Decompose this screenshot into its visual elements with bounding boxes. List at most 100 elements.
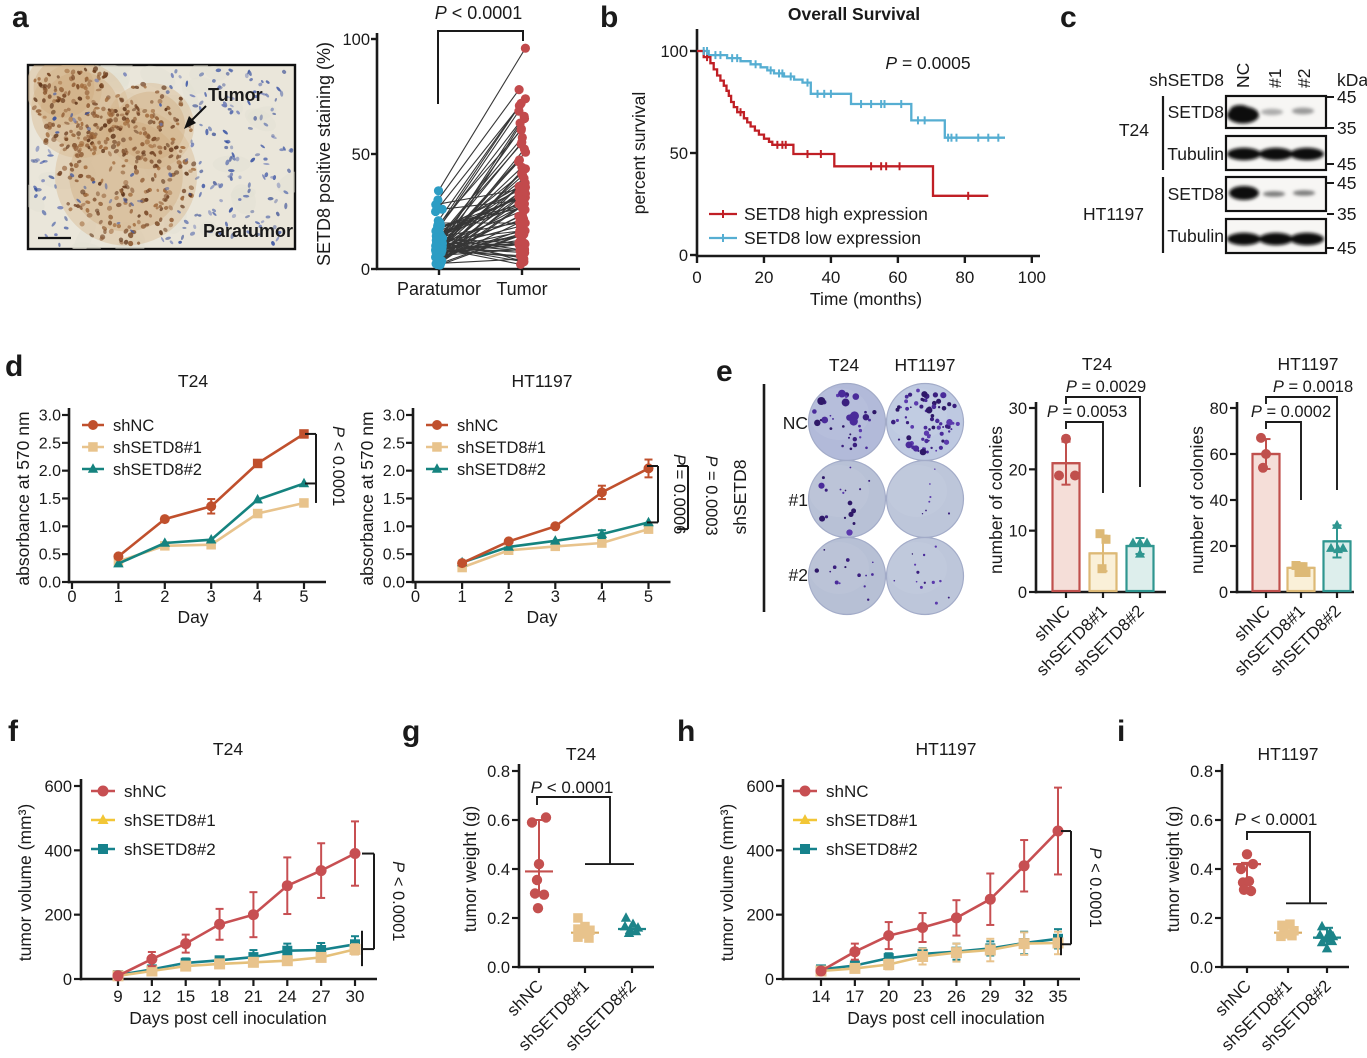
svg-text:32: 32 xyxy=(1015,987,1034,1006)
svg-text:shSETD8#1: shSETD8#1 xyxy=(457,439,546,457)
svg-text:20: 20 xyxy=(1009,461,1027,479)
svg-text:10: 10 xyxy=(1009,523,1027,541)
svg-text:P = 0.0005: P = 0.0005 xyxy=(885,53,970,73)
svg-text:0: 0 xyxy=(765,971,774,989)
svg-text:35: 35 xyxy=(1337,118,1356,138)
svg-text:h: h xyxy=(677,715,695,748)
svg-text:#1: #1 xyxy=(1265,69,1285,88)
svg-text:e: e xyxy=(716,355,733,388)
svg-text:SETD8 high expression: SETD8 high expression xyxy=(744,204,928,224)
svg-text:0: 0 xyxy=(1219,584,1228,602)
svg-text:c: c xyxy=(1060,1,1077,34)
svg-text:20: 20 xyxy=(879,987,898,1006)
svg-text:0.5: 0.5 xyxy=(39,547,61,564)
svg-text:number of colonies: number of colonies xyxy=(986,426,1006,574)
svg-text:shSETD8: shSETD8 xyxy=(1149,70,1224,90)
svg-text:Days post cell inoculation: Days post cell inoculation xyxy=(129,1008,326,1028)
svg-text:2.0: 2.0 xyxy=(383,463,405,480)
svg-text:1.0: 1.0 xyxy=(39,519,61,536)
svg-text:Overall Survival: Overall Survival xyxy=(788,4,920,24)
svg-text:400: 400 xyxy=(746,842,774,860)
svg-text:0.0: 0.0 xyxy=(487,959,510,977)
svg-text:NC: NC xyxy=(1233,63,1253,88)
svg-text:Time (months): Time (months) xyxy=(810,289,922,309)
svg-text:kDa: kDa xyxy=(1337,70,1367,90)
svg-text:35: 35 xyxy=(1049,987,1068,1006)
svg-text:100: 100 xyxy=(1018,268,1046,287)
svg-text:2: 2 xyxy=(504,588,513,606)
svg-text:0: 0 xyxy=(692,268,701,287)
svg-text:f: f xyxy=(8,715,19,748)
svg-text:0.2: 0.2 xyxy=(1190,910,1213,928)
svg-text:60: 60 xyxy=(1210,446,1228,464)
svg-text:50: 50 xyxy=(670,145,688,163)
svg-text:T24: T24 xyxy=(566,744,596,764)
svg-text:b: b xyxy=(600,1,618,34)
svg-text:0.4: 0.4 xyxy=(1190,861,1213,879)
svg-text:P = 0.0029: P = 0.0029 xyxy=(1066,378,1146,396)
svg-text:45: 45 xyxy=(1337,154,1356,174)
svg-text:shSETD8#1: shSETD8#1 xyxy=(113,439,202,457)
svg-text:60: 60 xyxy=(888,268,907,287)
svg-text:T24: T24 xyxy=(178,371,208,391)
svg-text:21: 21 xyxy=(244,987,263,1006)
svg-text:0.8: 0.8 xyxy=(1190,763,1213,781)
svg-text:Tumor: Tumor xyxy=(496,279,547,299)
svg-text:80: 80 xyxy=(1210,400,1228,418)
svg-text:0: 0 xyxy=(63,971,72,989)
svg-text:2.5: 2.5 xyxy=(39,435,61,452)
svg-text:50: 50 xyxy=(352,146,370,164)
svg-text:4: 4 xyxy=(597,588,606,606)
svg-text:Day: Day xyxy=(526,607,557,627)
svg-text:45: 45 xyxy=(1337,238,1356,258)
svg-text:Days post cell inoculation: Days post cell inoculation xyxy=(847,1008,1044,1028)
svg-text:d: d xyxy=(5,350,23,383)
svg-text:24: 24 xyxy=(278,987,297,1006)
svg-text:shSETD8#1: shSETD8#1 xyxy=(124,811,216,830)
svg-text:P = 0.0002: P = 0.0002 xyxy=(1251,403,1331,421)
svg-text:45: 45 xyxy=(1337,173,1356,193)
svg-text:1.5: 1.5 xyxy=(39,491,61,508)
svg-text:shSETD8: shSETD8 xyxy=(730,460,750,535)
svg-text:T24: T24 xyxy=(829,355,859,375)
svg-text:absorbance at 570 nm: absorbance at 570 nm xyxy=(357,411,377,585)
svg-text:12: 12 xyxy=(142,987,161,1006)
svg-text:0.6: 0.6 xyxy=(487,812,510,830)
svg-text:tumor volume (mm³): tumor volume (mm³) xyxy=(717,804,737,962)
svg-text:SETD8: SETD8 xyxy=(1168,102,1224,122)
svg-text:1.0: 1.0 xyxy=(383,519,405,536)
svg-text:40: 40 xyxy=(1210,492,1228,510)
svg-text:tumor weight (g): tumor weight (g) xyxy=(460,806,480,932)
svg-text:T24: T24 xyxy=(1082,354,1112,374)
svg-text:shSETD8#2: shSETD8#2 xyxy=(124,840,216,859)
svg-text:30: 30 xyxy=(1009,400,1027,418)
svg-text:400: 400 xyxy=(44,842,72,860)
svg-text:P < 0.0001: P < 0.0001 xyxy=(531,778,614,797)
svg-text:0.6: 0.6 xyxy=(1190,812,1213,830)
svg-text:tumor weight (g): tumor weight (g) xyxy=(1163,806,1183,932)
svg-text:3: 3 xyxy=(207,588,216,606)
svg-text:Tubulin: Tubulin xyxy=(1167,226,1224,246)
svg-text:P < 0.0001: P < 0.0001 xyxy=(435,3,523,23)
svg-text:1: 1 xyxy=(458,588,467,606)
svg-text:5: 5 xyxy=(299,588,308,606)
svg-text:0: 0 xyxy=(361,261,370,279)
svg-text:0.2: 0.2 xyxy=(487,910,510,928)
svg-text:#1: #1 xyxy=(789,490,808,510)
svg-text:15: 15 xyxy=(176,987,195,1006)
svg-text:600: 600 xyxy=(44,778,72,796)
svg-text:5: 5 xyxy=(644,588,653,606)
svg-text:20: 20 xyxy=(754,268,773,287)
svg-text:a: a xyxy=(12,1,29,34)
svg-text:1: 1 xyxy=(114,588,123,606)
svg-text:0: 0 xyxy=(67,588,76,606)
svg-text:HT1197: HT1197 xyxy=(512,371,573,391)
svg-text:26: 26 xyxy=(947,987,966,1006)
svg-text:SETD8 low expression: SETD8 low expression xyxy=(744,228,921,248)
svg-text:#2: #2 xyxy=(1294,69,1314,88)
svg-text:0: 0 xyxy=(679,247,688,265)
svg-text:200: 200 xyxy=(746,907,774,925)
svg-text:40: 40 xyxy=(821,268,840,287)
svg-text:NC: NC xyxy=(783,413,808,433)
svg-text:0: 0 xyxy=(1018,584,1027,602)
